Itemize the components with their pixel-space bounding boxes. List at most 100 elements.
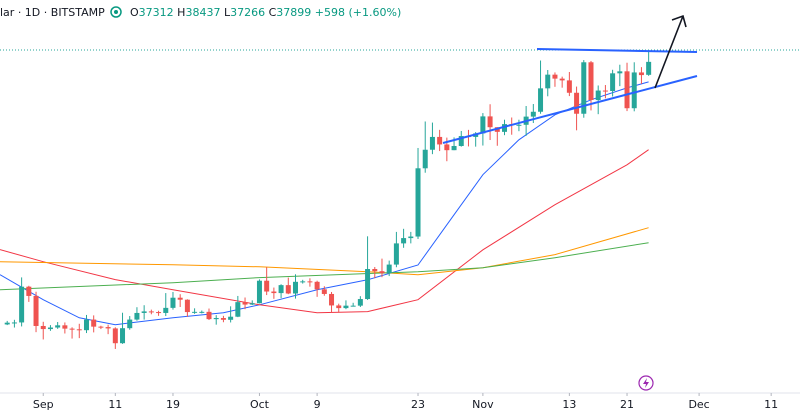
- candle-body: [228, 316, 234, 320]
- candle-body: [69, 328, 75, 330]
- x-tick-label: Sep: [33, 398, 54, 411]
- candle-body: [184, 299, 190, 313]
- candle-body: [559, 78, 565, 81]
- candle-body: [610, 73, 616, 91]
- x-tick-label: 19: [166, 398, 180, 411]
- candle-body: [415, 168, 421, 237]
- candle-body: [4, 322, 10, 325]
- candle-body: [321, 289, 327, 294]
- candle-body: [141, 311, 147, 313]
- candle-body: [336, 305, 342, 309]
- candle-body: [199, 311, 205, 313]
- plot-area: [0, 49, 800, 349]
- candle-body: [365, 269, 371, 300]
- x-tick-label: 9: [314, 398, 321, 411]
- ohlc-label: H: [177, 6, 185, 19]
- candle-body: [574, 92, 580, 114]
- candle-body: [624, 71, 630, 109]
- candle-body: [271, 291, 277, 294]
- candle-body: [134, 312, 140, 320]
- candle-body: [631, 72, 637, 109]
- candle-body: [516, 124, 522, 126]
- candle-body: [530, 111, 536, 117]
- x-tick-label: 11: [108, 398, 122, 411]
- candle-body: [19, 286, 25, 323]
- candle-body: [256, 280, 262, 304]
- candle-body: [437, 136, 443, 145]
- candle-body: [646, 61, 652, 75]
- candle-body: [292, 281, 298, 294]
- moving-average: [0, 149, 649, 314]
- ohlc-value: 38437: [185, 6, 220, 19]
- candle-body: [91, 319, 97, 327]
- candle-body: [487, 116, 493, 128]
- candle-body: [393, 243, 399, 265]
- candle-body: [170, 297, 176, 308]
- candle-body: [33, 295, 39, 326]
- candle-body: [98, 326, 104, 328]
- ohlc-label: O: [130, 6, 139, 19]
- ohlc: O37312 H38437 L37266 C37899 +598 (+1.60%…: [130, 6, 401, 19]
- candle-body: [213, 318, 219, 320]
- status-dot: [114, 10, 118, 14]
- candle-body: [285, 285, 291, 294]
- trend-line: [536, 48, 698, 53]
- x-tick-label: Dec: [688, 398, 709, 411]
- candle-body: [163, 307, 169, 313]
- candle-body: [300, 281, 306, 283]
- ohlc-value: 37312: [139, 6, 174, 19]
- moving-average: [0, 242, 649, 291]
- candle-body: [502, 124, 508, 132]
- candle-body: [617, 71, 623, 74]
- candle-body: [11, 322, 17, 324]
- candle-body: [55, 325, 61, 328]
- candle-body: [156, 312, 162, 314]
- candle-body: [249, 303, 255, 305]
- candle-body: [40, 325, 46, 330]
- x-tick-label: 21: [620, 398, 634, 411]
- x-tick-label: Oct: [250, 398, 270, 411]
- candle-body: [451, 145, 457, 151]
- ohlc-value: 37899: [276, 6, 311, 19]
- candle-body: [422, 149, 428, 169]
- candle-body: [357, 299, 363, 306]
- candle-body: [379, 271, 385, 274]
- x-tick-label: Nov: [472, 398, 494, 411]
- candle-body: [127, 319, 133, 329]
- candle-body: [120, 328, 126, 344]
- candle-body: [206, 311, 212, 320]
- ohlc-label: C: [269, 6, 277, 19]
- candle-body: [177, 297, 183, 300]
- header-bg: [0, 0, 360, 24]
- candle-body: [264, 280, 270, 292]
- symbol: lar · 1D · BITSTAMP: [0, 6, 105, 19]
- candle-body: [76, 329, 82, 331]
- candle-body: [638, 72, 644, 76]
- candle-body: [83, 319, 89, 331]
- candle-body: [329, 293, 335, 306]
- status-icon: [110, 6, 122, 18]
- candle-body: [235, 302, 241, 317]
- ohlc-label: L: [224, 6, 231, 19]
- candle-body: [602, 90, 608, 92]
- candle-body: [242, 302, 248, 305]
- candle-body: [386, 264, 392, 274]
- candle-body: [62, 325, 68, 329]
- candle-body: [350, 305, 356, 307]
- candle-body: [581, 62, 587, 114]
- candle-body: [552, 74, 558, 79]
- change: +598: [315, 6, 345, 19]
- candle-body: [47, 327, 53, 330]
- candle-body: [220, 318, 226, 320]
- candle-body: [192, 311, 198, 313]
- moving-average: [0, 227, 649, 276]
- candle-body: [429, 136, 435, 150]
- ohlc-value: 37266: [230, 6, 265, 19]
- x-tick-label: 23: [411, 398, 425, 411]
- candle-body: [588, 62, 594, 101]
- candle-body: [307, 281, 313, 283]
- candle-body: [545, 74, 551, 89]
- change-percent: (+1.60%): [349, 6, 402, 19]
